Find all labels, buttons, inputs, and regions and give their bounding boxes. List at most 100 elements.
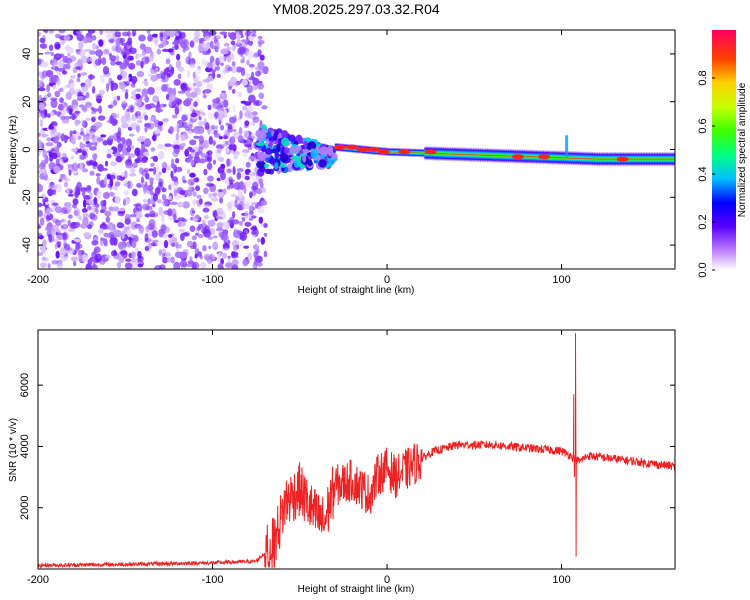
- carrier-band: [389, 147, 393, 157]
- carrier-band: [570, 150, 575, 166]
- noise-blob: [220, 258, 225, 265]
- carrier-band: [654, 151, 658, 167]
- noise-blob: [100, 200, 106, 207]
- noise-blob: [47, 92, 52, 97]
- carrier-band: [419, 148, 423, 158]
- noise-blob: [97, 115, 106, 121]
- noise-blob: [213, 235, 218, 239]
- noise-blob: [40, 61, 49, 68]
- noise-blob: [178, 228, 186, 233]
- noise-blob: [54, 146, 60, 154]
- noise-blob: [219, 92, 228, 100]
- noise-blob: [240, 67, 246, 77]
- noise-blob: [46, 84, 50, 93]
- noise-blob: [171, 176, 178, 182]
- carrier-band: [641, 151, 645, 167]
- noise-blob: [164, 233, 169, 239]
- noise-blob: [212, 140, 216, 146]
- noise-blob: [207, 111, 215, 120]
- noise-blob: [41, 193, 46, 200]
- noise-blob: [160, 224, 167, 231]
- noise-blob: [131, 240, 137, 249]
- noise-blob: [179, 260, 188, 268]
- noise-blob: [91, 240, 99, 246]
- noise-blob: [131, 90, 137, 97]
- noise-blob: [130, 95, 137, 99]
- noise-blob: [55, 219, 62, 226]
- noise-blob: [87, 258, 93, 266]
- carrier-band: [501, 148, 505, 164]
- noise-blob: [198, 198, 203, 205]
- x-tick-label: 0: [384, 274, 390, 286]
- noise-blob: [120, 250, 128, 255]
- noise-blob: [185, 97, 194, 102]
- carrier-peak: [356, 147, 369, 152]
- noise-blob: [237, 91, 242, 98]
- colorbar-tick-label: 0.8: [697, 70, 709, 85]
- signal-blob: [265, 168, 271, 175]
- noise-blob: [177, 201, 184, 208]
- noise-blob: [224, 262, 233, 269]
- signal-blob: [268, 157, 276, 165]
- carrier-band: [604, 151, 608, 167]
- noise-blob: [167, 234, 173, 238]
- noise-blob: [245, 180, 252, 187]
- noise-blob: [124, 91, 129, 100]
- noise-blob: [168, 184, 172, 191]
- noise-blob: [109, 115, 115, 124]
- noise-blob: [144, 56, 150, 64]
- noise-blob: [129, 47, 137, 54]
- noise-blob: [121, 122, 129, 129]
- noise-blob: [208, 136, 213, 145]
- noise-blob: [194, 87, 202, 96]
- noise-blob: [251, 215, 257, 219]
- noise-blob: [125, 162, 133, 169]
- noise-blob: [226, 158, 230, 168]
- noise-blob: [220, 232, 228, 241]
- signal-blob: [302, 154, 307, 163]
- noise-blob: [223, 42, 230, 47]
- noise-blob: [251, 111, 258, 116]
- noise-blob: [89, 212, 96, 219]
- carrier-band: [456, 146, 461, 162]
- noise-blob: [68, 108, 73, 116]
- noise-blob: [137, 135, 146, 142]
- noise-blob: [242, 39, 250, 43]
- noise-blob: [162, 48, 169, 53]
- noise-blob: [82, 105, 88, 113]
- noise-blob: [150, 74, 157, 82]
- noise-blob: [157, 143, 164, 150]
- noise-blob: [128, 236, 132, 241]
- noise-blob: [88, 199, 94, 205]
- noise-blob: [218, 136, 223, 140]
- noise-blob: [244, 175, 250, 181]
- signal-blob: [256, 160, 266, 169]
- carrier-band: [582, 151, 586, 167]
- noise-blob: [99, 260, 106, 265]
- noise-blob: [38, 87, 46, 92]
- noise-blob: [204, 35, 211, 42]
- noise-blob: [244, 30, 251, 37]
- noise-blob: [116, 113, 120, 119]
- noise-blob: [236, 168, 244, 173]
- noise-blob: [246, 137, 253, 145]
- noise-blob: [189, 225, 196, 232]
- carrier-band: [536, 149, 540, 165]
- noise-blob: [244, 120, 250, 127]
- noise-blob: [140, 176, 144, 184]
- noise-blob: [222, 221, 230, 229]
- noise-blob: [140, 60, 144, 69]
- noise-blob: [44, 30, 49, 34]
- snr-series-line: [38, 333, 675, 569]
- noise-blob: [94, 59, 102, 66]
- noise-blob: [38, 102, 45, 111]
- noise-blob: [120, 50, 127, 56]
- noise-blob: [231, 121, 235, 131]
- noise-blob: [108, 52, 112, 58]
- noise-blob: [88, 142, 95, 146]
- noise-blob: [94, 142, 98, 147]
- noise-blob: [71, 147, 78, 153]
- noise-blob: [171, 100, 180, 109]
- noise-blob: [113, 119, 119, 125]
